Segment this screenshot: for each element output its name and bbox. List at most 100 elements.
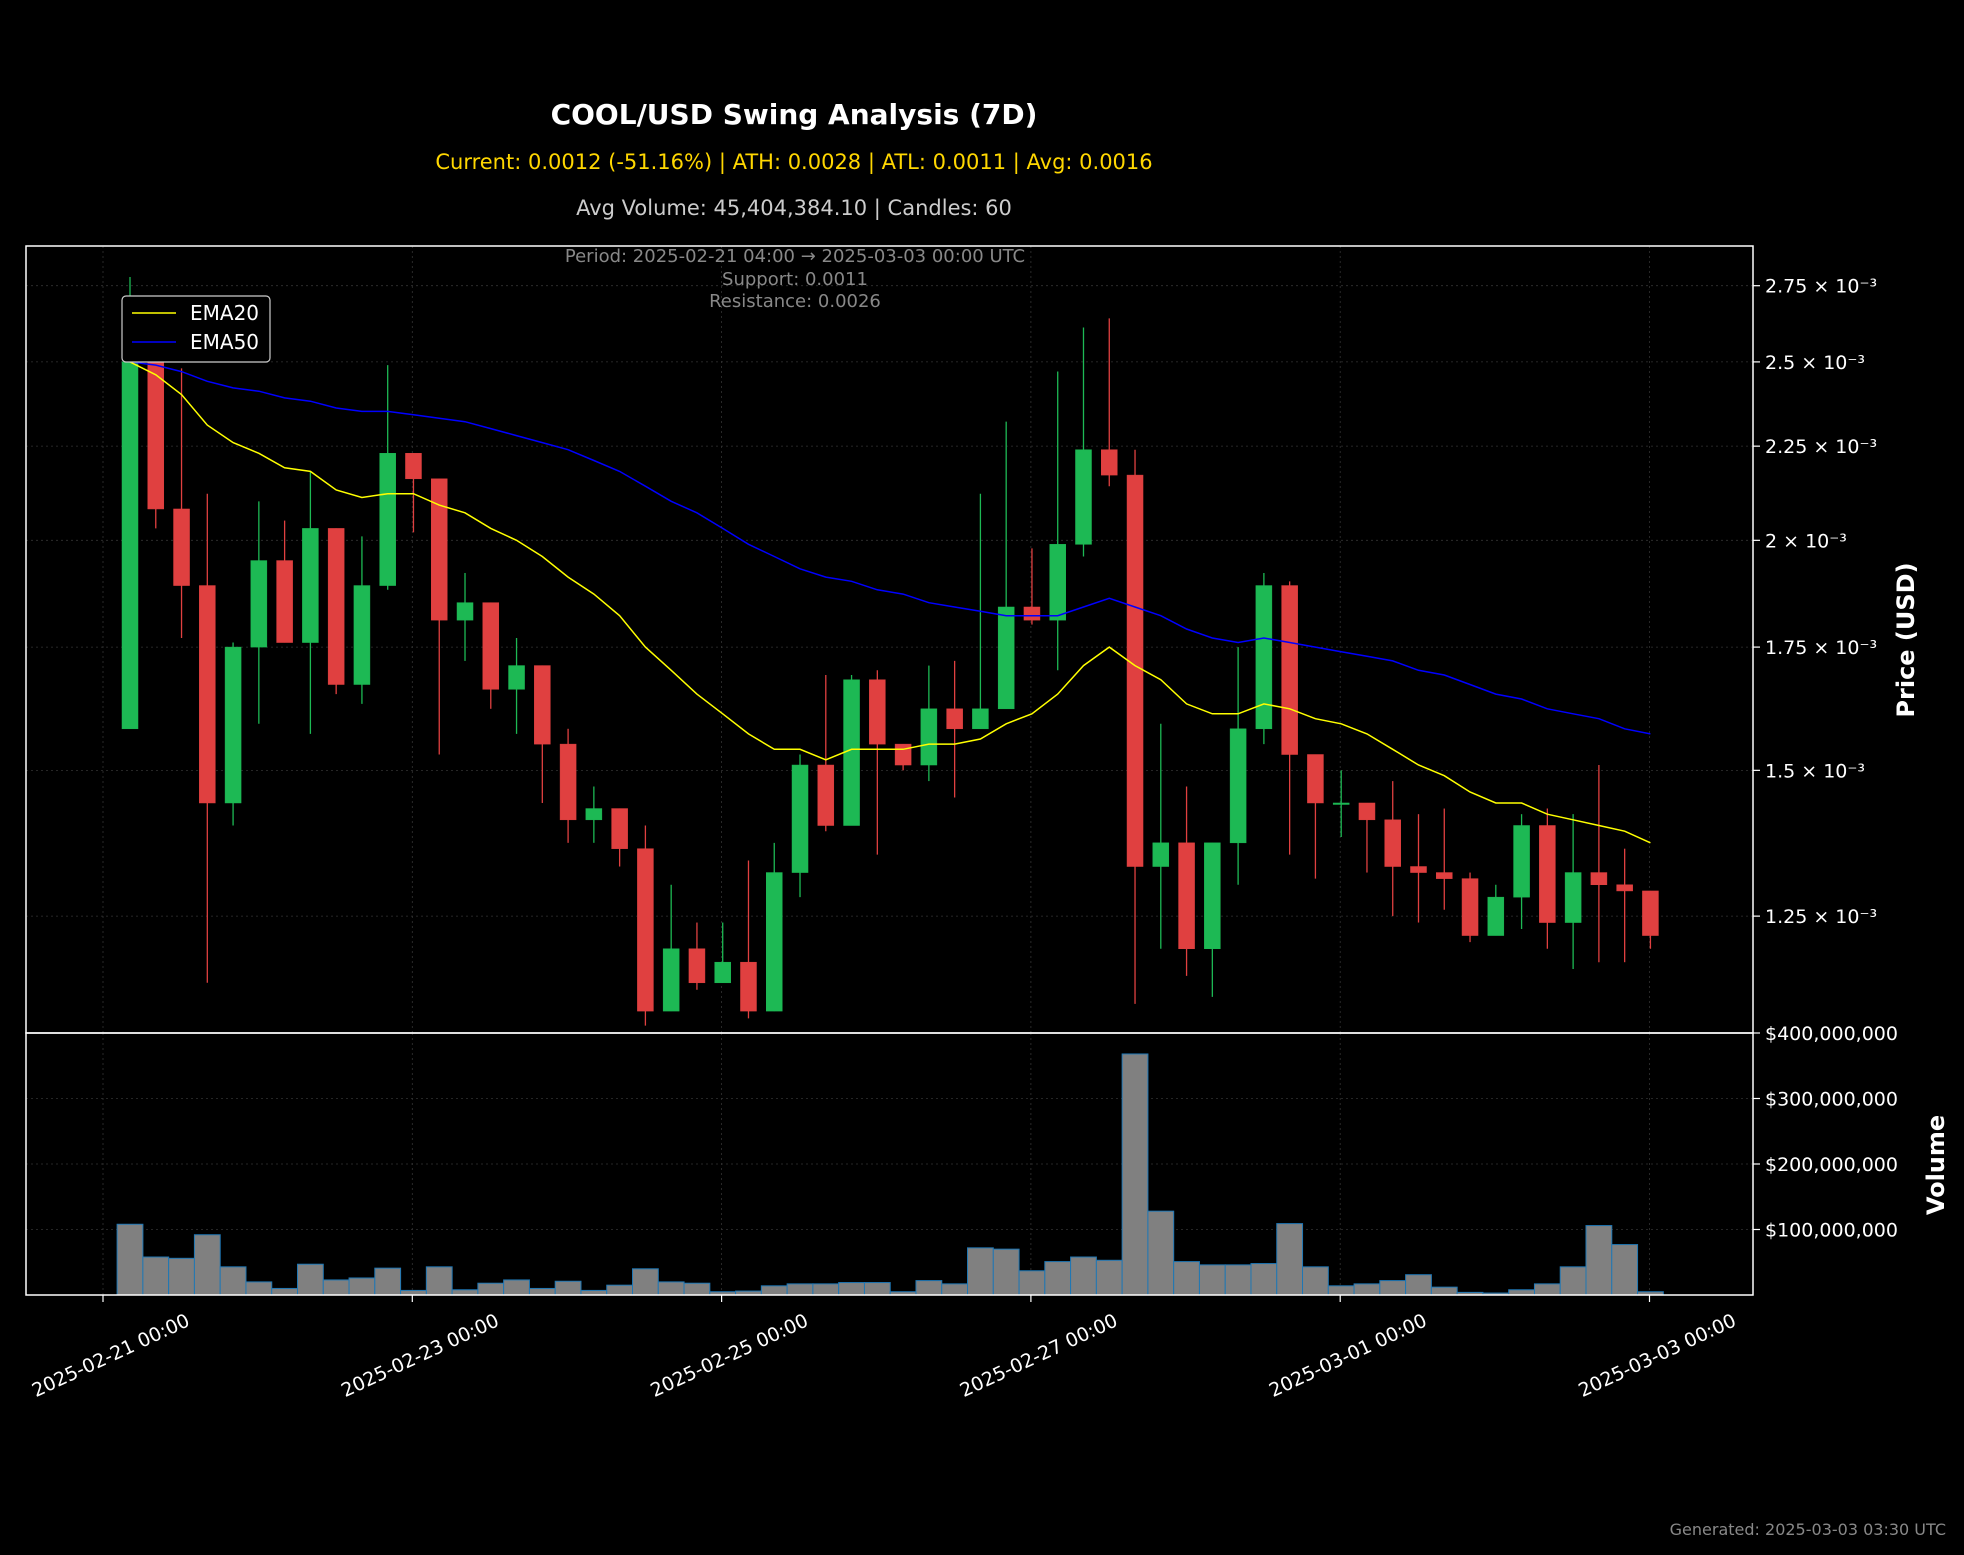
candle: [1487, 884, 1505, 936]
candle-body: [482, 602, 500, 690]
volume-subtitle: Avg Volume: 45,404,384.10 | Candles: 60: [576, 196, 1012, 220]
candle: [1539, 808, 1556, 949]
volume-bar: [1405, 1274, 1432, 1296]
volume-bar: [1018, 1270, 1046, 1296]
candle-body: [585, 808, 603, 821]
candle-body: [1358, 802, 1376, 821]
volume-bar: [632, 1268, 659, 1296]
candle: [224, 642, 242, 826]
time-tick-label: 2025-02-27 00:00: [957, 1310, 1121, 1402]
candle-body: [327, 528, 345, 685]
volume-bar: [1611, 1244, 1639, 1296]
candle: [276, 520, 293, 643]
candle: [1461, 872, 1479, 943]
candle-body: [1255, 585, 1273, 730]
candle-body: [817, 764, 835, 826]
price-tick-label: 1.5 × 10⁻³: [1765, 760, 1865, 782]
candle: [1436, 808, 1453, 910]
volume-bar: [1121, 1053, 1149, 1296]
chart-title: COOL/USD Swing Analysis (7D): [550, 98, 1038, 131]
legend-ema20-label: EMA20: [190, 301, 259, 325]
volume-panel-frame: [25, 1032, 1754, 1296]
volume-bar: [168, 1257, 195, 1296]
price-tick-label: 2 × 10⁻³: [1765, 530, 1847, 552]
time-axis-ticks: 2025-02-21 00:00 2025-02-23 00:00 2025-02-…: [29, 1295, 1740, 1402]
price-tick-label: 1.25 × 10⁻³: [1765, 906, 1877, 928]
volume-bars: [116, 1053, 1664, 1296]
volume-bar: [1095, 1259, 1123, 1296]
candle-body: [276, 560, 293, 643]
candles: [121, 277, 1659, 1026]
candle-body: [1281, 585, 1298, 755]
volume-bar: [941, 1283, 969, 1296]
candle: [611, 808, 628, 867]
volume-bar: [1379, 1280, 1407, 1296]
candle: [791, 754, 809, 898]
stats-subtitle: Current: 0.0012 (-51.16%) | ATH: 0.0028 …: [435, 150, 1153, 174]
volume-bar: [425, 1266, 453, 1296]
candle-body: [1410, 866, 1427, 873]
candle: [1178, 786, 1195, 976]
candle: [430, 478, 448, 755]
candle: [379, 365, 396, 590]
price-tick-label: 2.25 × 10⁻³: [1765, 436, 1877, 458]
volume-bar: [1430, 1286, 1458, 1296]
volume-bar: [348, 1277, 376, 1296]
candle: [1332, 770, 1350, 838]
candle: [1281, 581, 1298, 855]
candle-body: [1590, 872, 1608, 886]
volume-bar: [374, 1267, 402, 1296]
candle: [714, 922, 731, 984]
volume-bar: [1353, 1283, 1381, 1296]
candle-body: [1487, 896, 1505, 936]
candle-body: [147, 361, 165, 510]
time-tick-label: 2025-02-23 00:00: [338, 1310, 502, 1402]
candle: [1307, 754, 1324, 879]
candle-body: [1075, 449, 1092, 545]
candle: [302, 471, 319, 734]
candle-body: [559, 743, 577, 821]
legend-ema50-label: EMA50: [190, 330, 259, 354]
candle-body: [1513, 825, 1530, 898]
volume-bar: [245, 1281, 273, 1296]
info-period: Period: 2025-02-21 04:00 → 2025-03-03 00…: [565, 246, 1025, 267]
volume-bar: [451, 1289, 479, 1296]
volume-bar: [606, 1284, 634, 1296]
candle: [997, 421, 1015, 710]
volume-bar: [1559, 1266, 1587, 1296]
candle: [1513, 814, 1530, 930]
volume-bar: [992, 1248, 1020, 1296]
candle-body: [688, 948, 706, 984]
candle: [817, 674, 835, 832]
candle-body: [1307, 754, 1324, 804]
candle-body: [1616, 884, 1633, 892]
price-tick-label: 2.75 × 10⁻³: [1765, 276, 1877, 298]
volume-bar: [657, 1281, 685, 1296]
candle: [1229, 647, 1247, 885]
candle: [199, 493, 216, 983]
volume-bar: [193, 1234, 221, 1296]
volume-bar: [786, 1283, 814, 1296]
volume-bar: [142, 1256, 170, 1296]
candle: [1384, 781, 1401, 917]
legend: EMA20 EMA50: [121, 295, 271, 363]
time-tick-label: 2025-03-01 00:00: [1266, 1310, 1430, 1402]
volume-tick-label: $100,000,000: [1765, 1220, 1898, 1242]
volume-bar: [812, 1283, 840, 1296]
volume-bar: [554, 1280, 582, 1296]
volume-tick-label: $300,000,000: [1765, 1089, 1898, 1111]
volume-bar: [863, 1282, 891, 1296]
candle-body: [1049, 544, 1066, 621]
candle: [637, 825, 654, 1026]
candle-body: [869, 679, 886, 745]
candle-body: [250, 560, 268, 648]
price-axis-ticks: 1.25 × 10⁻³ 1.5 × 10⁻³ 1.75 × 10⁻³ 2 × 10⁻³…: [1753, 276, 1877, 928]
candle-body: [534, 665, 551, 745]
candle-body: [430, 478, 448, 621]
candle-body: [302, 528, 319, 643]
candle: [1152, 723, 1170, 949]
volume-bar: [915, 1280, 943, 1296]
candle: [173, 368, 190, 639]
candle-body: [1023, 606, 1041, 621]
volume-bar: [528, 1287, 556, 1296]
